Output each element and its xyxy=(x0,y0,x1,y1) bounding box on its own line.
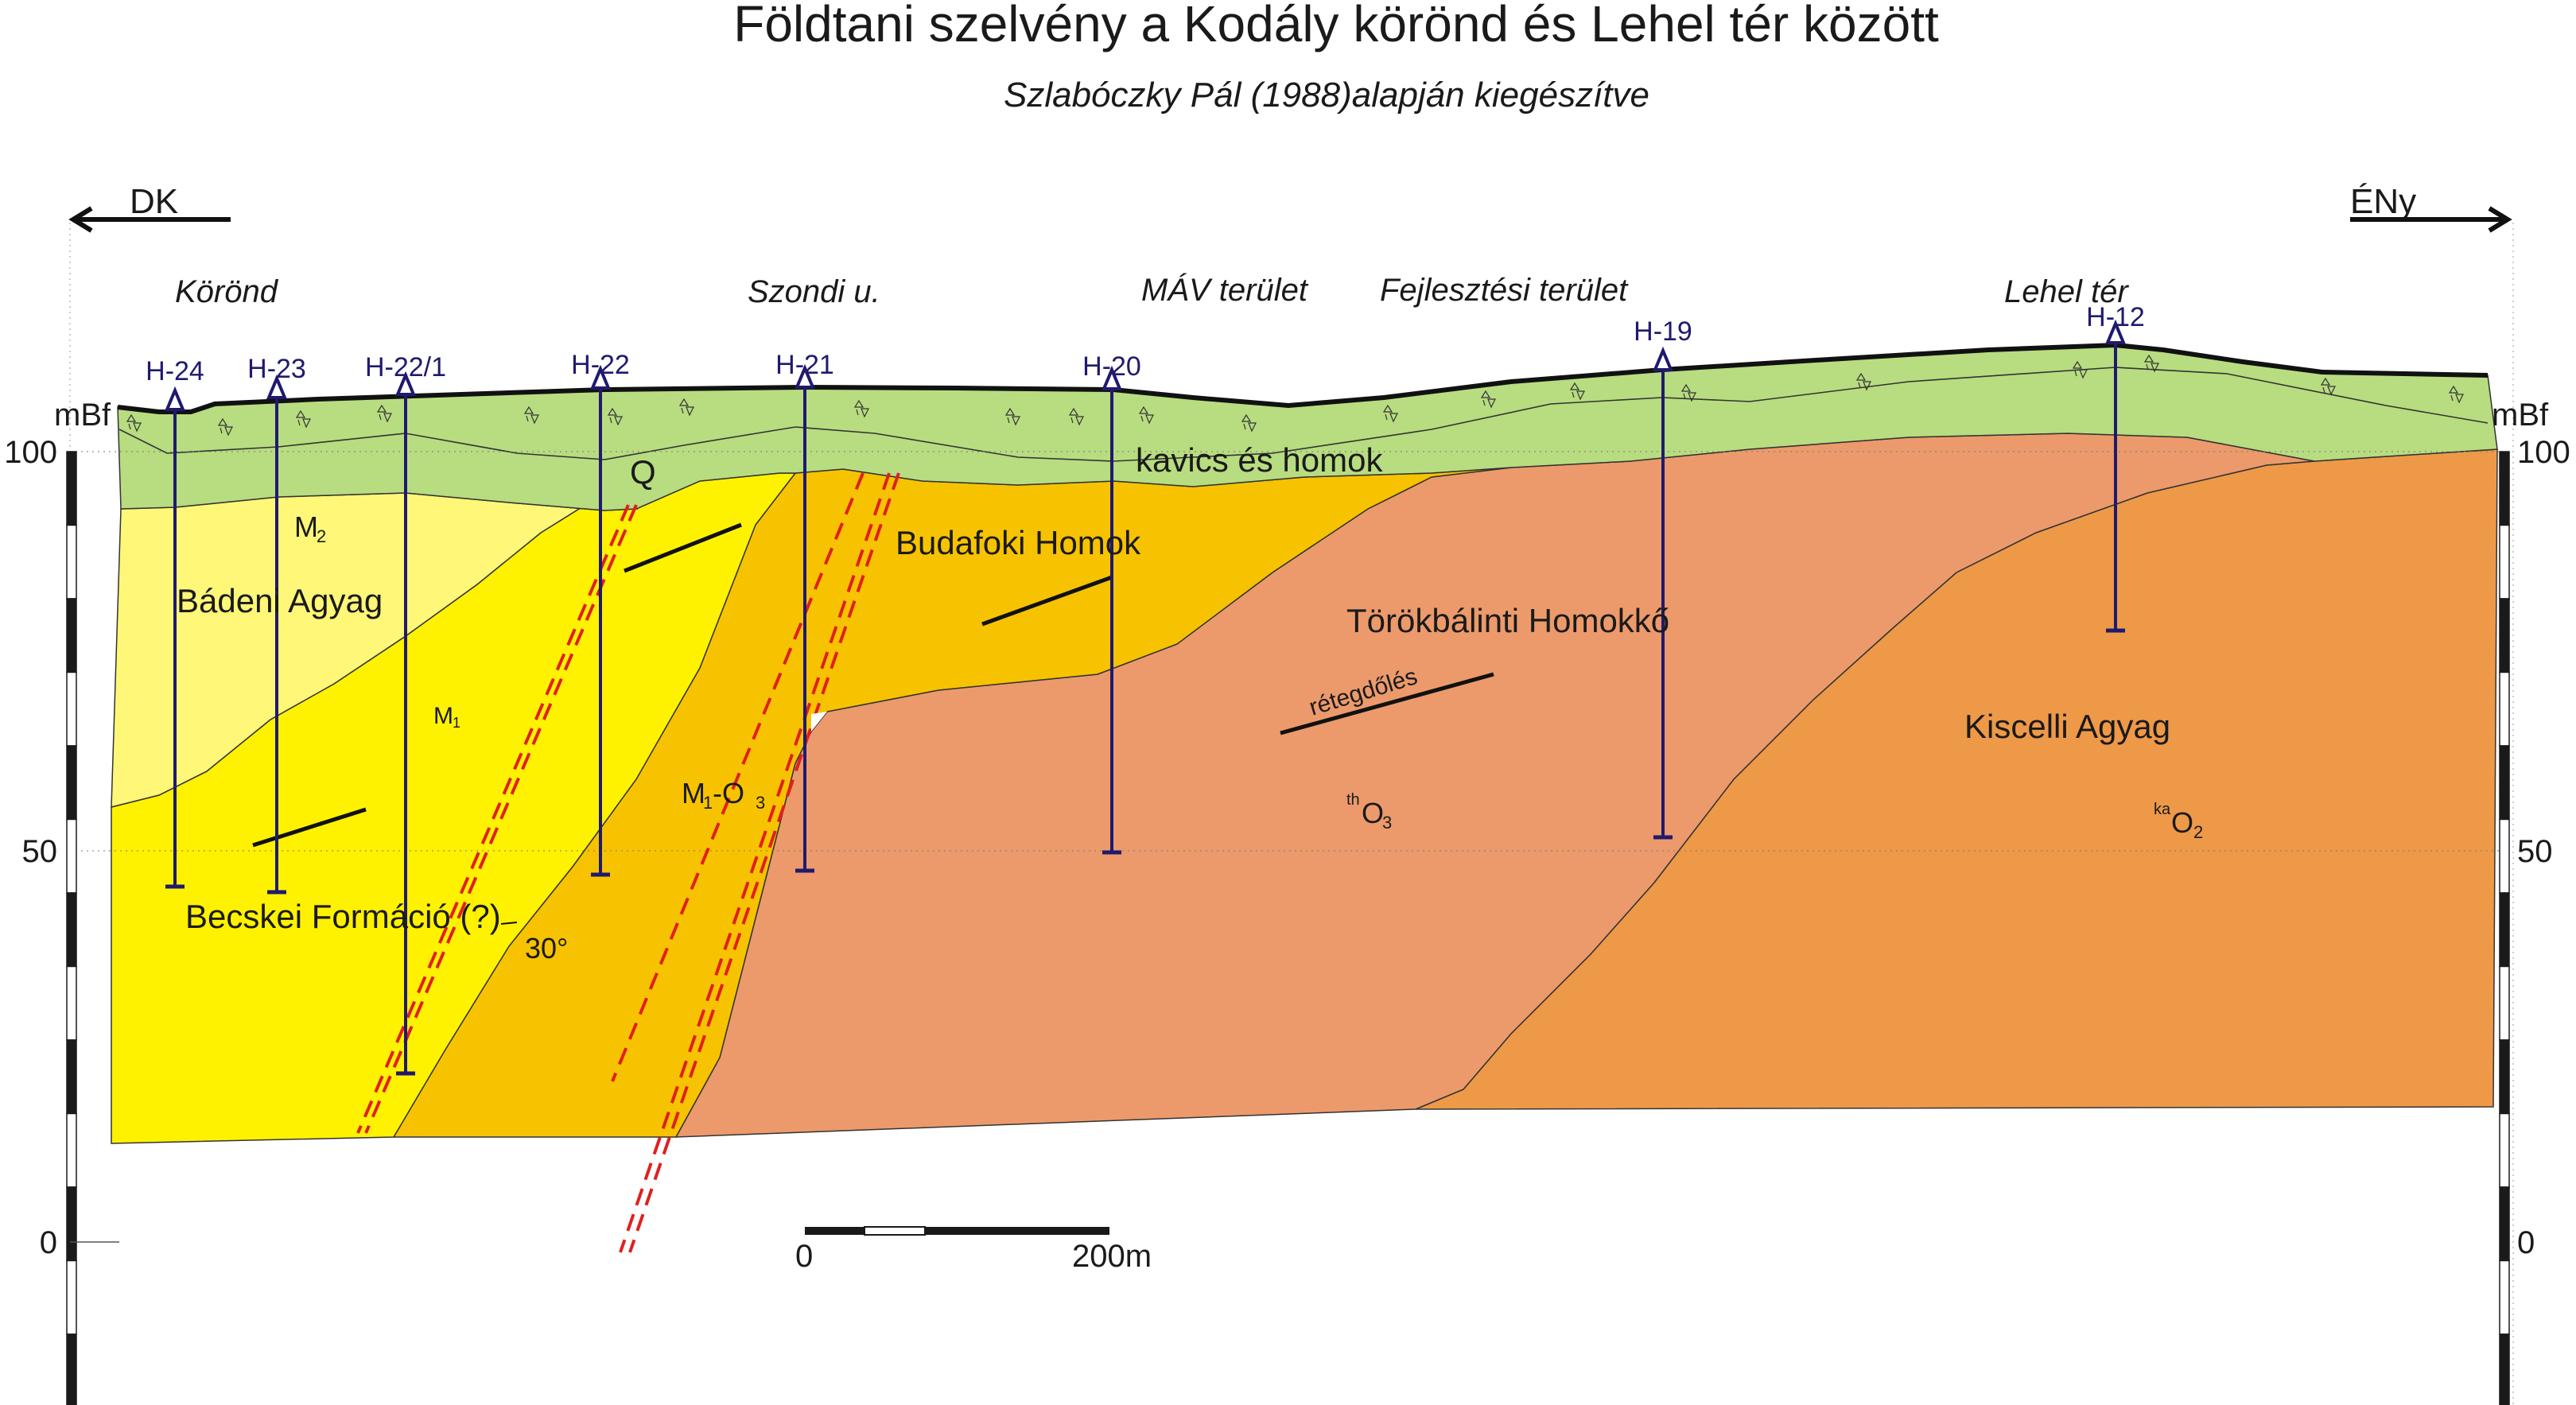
place-name: Lehel tér xyxy=(2004,274,2129,309)
svg-text:-O: -O xyxy=(713,777,744,809)
borehole: H-22/1 xyxy=(365,352,446,1076)
arrow-right-head-icon xyxy=(2488,206,2512,233)
symbol-m1-o3: M 1 -O 3 xyxy=(682,777,765,813)
svg-text:th: th xyxy=(1346,791,1360,809)
label-kavics-es-homok: kavics és homok xyxy=(1136,441,1383,479)
gravel-symbols xyxy=(126,354,2464,437)
label-angle: 30° xyxy=(525,932,568,964)
axis-unit-left: mBf xyxy=(54,398,111,433)
borehole: H-20 xyxy=(1082,351,1141,855)
axis-tick-label: 0 xyxy=(2517,1225,2535,1260)
page-subtitle: Szlabóczky Pál (1988)alapján kiegészítve xyxy=(1004,76,1649,114)
symbol-th-o3: th O 3 xyxy=(1346,791,1392,833)
borehole: H-19 xyxy=(1634,316,1692,840)
fault-zone-middle xyxy=(611,472,864,1082)
svg-text:1: 1 xyxy=(703,793,713,813)
dip-marker xyxy=(252,807,367,848)
boreholes: H-24 H-23 H-22/1 H-22 H-21 H-20 H-19 H-12 xyxy=(146,302,2145,1076)
borehole: H-12 xyxy=(2086,302,2145,633)
borehole-label: H-22 xyxy=(571,350,630,380)
borehole-label: H-24 xyxy=(146,356,204,386)
scale-end: 200m xyxy=(1072,1239,1152,1274)
svg-text:2: 2 xyxy=(317,526,326,546)
svg-text:M: M xyxy=(682,777,705,809)
symbol-ka-o2: ka O 2 xyxy=(2154,801,2203,842)
label-becskei-formacio: Becskei Formáció (?) xyxy=(185,898,501,935)
symbol-m1: M 1 xyxy=(433,703,460,731)
svg-text:3: 3 xyxy=(1382,813,1392,833)
borehole: H-24 xyxy=(146,356,204,889)
svg-text:M: M xyxy=(294,510,318,543)
page-title: Földtani szelvény a Kodály körönd és Leh… xyxy=(733,0,1939,52)
label-torokbalinti-homokko: Törökbálinti Homokkő xyxy=(1346,602,1669,639)
direction-right: ÉNy xyxy=(2350,182,2512,233)
dip-marker xyxy=(624,522,742,573)
borehole-label: H-23 xyxy=(247,354,306,384)
borehole-triangle-icon xyxy=(2105,319,2126,344)
borehole-triangle-icon xyxy=(165,386,185,411)
elevation-axis-right: 100 50 0 xyxy=(2499,435,2570,1405)
label-budafoki-homok: Budafoki Homok xyxy=(896,524,1141,561)
borehole-label: H-21 xyxy=(775,350,834,380)
borehole-triangle-icon xyxy=(590,364,611,390)
borehole-triangle-icon xyxy=(1102,365,1122,390)
borehole-triangle-icon xyxy=(395,371,416,396)
axis-tick-label: 50 xyxy=(22,834,58,869)
svg-text:2: 2 xyxy=(2193,822,2203,842)
svg-text:3: 3 xyxy=(756,793,765,813)
borehole: H-23 xyxy=(247,354,306,895)
label-badeni-agyag: Bádeni Agyag xyxy=(177,582,383,619)
axis-tick-label: 50 xyxy=(2517,834,2553,869)
ground-surface xyxy=(117,342,2489,414)
dip-marker xyxy=(981,575,1113,627)
label-kiscelli-agyag: Kiscelli Agyag xyxy=(1964,708,2170,745)
borehole-triangle-icon xyxy=(795,363,815,389)
place-name: Szondi u. xyxy=(748,274,880,309)
borehole-triangle-icon xyxy=(1653,346,1673,371)
borehole-triangle-icon xyxy=(266,374,287,399)
symbol-m2: M 2 xyxy=(294,510,326,546)
direction-right-label: ÉNy xyxy=(2350,182,2416,221)
fault-zone-west xyxy=(356,504,638,1134)
axis-tick-label: 100 xyxy=(4,435,57,470)
place-name: Körönd xyxy=(175,274,279,309)
angle-tick xyxy=(500,922,518,925)
svg-text:O: O xyxy=(2171,806,2193,839)
borehole: H-21 xyxy=(775,350,834,873)
svg-text:1: 1 xyxy=(453,715,460,731)
place-name: MÁV terület xyxy=(1141,272,1309,308)
svg-text:M: M xyxy=(433,703,453,729)
borehole: H-22 xyxy=(571,350,630,877)
borehole-label: H-19 xyxy=(1634,316,1692,347)
direction-left: DK xyxy=(68,182,231,233)
axis-tick-label: 0 xyxy=(40,1225,57,1260)
svg-text:O: O xyxy=(1362,797,1384,829)
svg-text:ka: ka xyxy=(2154,801,2171,818)
elevation-axis-left: 100 50 0 xyxy=(4,435,77,1405)
place-names: Körönd Szondi u. MÁV terület Fejlesztési te… xyxy=(175,272,2129,309)
scale-start: 0 xyxy=(795,1239,813,1274)
borehole-label: H-22/1 xyxy=(365,352,446,382)
gap-notch xyxy=(811,712,827,732)
borehole-label: H-20 xyxy=(1082,351,1141,382)
place-name: Fejlesztési terület xyxy=(1380,273,1629,308)
arrow-left-head-icon xyxy=(68,206,93,233)
borehole-label: H-12 xyxy=(2086,302,2145,332)
horizontal-scale-bar: 0 200m xyxy=(795,1226,1152,1274)
axis-unit-right: mBf xyxy=(2492,398,2549,433)
dip-marker-retegdoles xyxy=(1280,672,1494,735)
direction-left-label: DK xyxy=(130,182,178,221)
fault-zone-east xyxy=(619,472,900,1253)
label-q: Q xyxy=(630,453,656,491)
axis-tick-label: 100 xyxy=(2517,435,2570,470)
